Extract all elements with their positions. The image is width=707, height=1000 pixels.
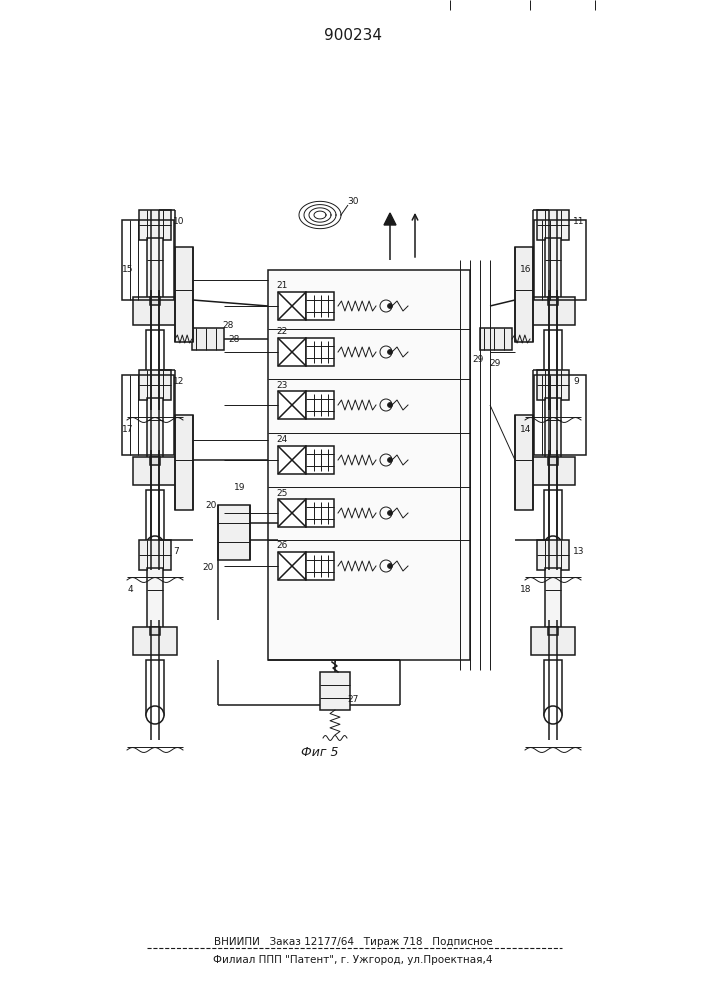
Text: 30: 30 (347, 196, 358, 206)
Bar (534, 220, 586, 300)
Text: 11: 11 (573, 218, 585, 227)
Text: 16: 16 (520, 265, 531, 274)
Bar (192, 328, 224, 350)
Bar (306, 338, 334, 366)
Bar (544, 660, 562, 715)
Text: 9: 9 (573, 377, 579, 386)
Bar (537, 370, 569, 400)
Bar (545, 568, 561, 630)
Bar (147, 238, 163, 300)
Text: ВНИИПИ   Заказ 12177/64   Тираж 718   Подписное: ВНИИПИ Заказ 12177/64 Тираж 718 Подписно… (214, 937, 492, 947)
Circle shape (544, 706, 562, 724)
Text: 14: 14 (520, 426, 531, 434)
Text: 24: 24 (276, 436, 287, 444)
Bar (278, 499, 306, 527)
Bar (133, 297, 177, 325)
Bar (218, 505, 250, 560)
Bar (278, 292, 306, 320)
Bar (278, 446, 306, 474)
Bar (139, 540, 171, 570)
Bar (147, 568, 163, 630)
Bar (306, 391, 334, 419)
Bar (150, 297, 160, 305)
Bar (545, 238, 561, 300)
Text: 12: 12 (173, 377, 185, 386)
Circle shape (146, 536, 164, 554)
Bar (268, 270, 470, 660)
Text: 17: 17 (122, 426, 133, 434)
Bar (139, 370, 171, 400)
Bar (548, 297, 558, 305)
Circle shape (387, 564, 392, 568)
Text: 28: 28 (228, 336, 240, 344)
Bar (548, 627, 558, 635)
Text: 29: 29 (489, 359, 501, 367)
Bar (278, 552, 306, 580)
Bar (175, 247, 193, 342)
Bar (531, 627, 575, 655)
Text: 27: 27 (347, 696, 358, 704)
Bar (147, 398, 163, 460)
Bar (306, 552, 334, 580)
Text: 10: 10 (173, 218, 185, 227)
Bar (537, 210, 569, 240)
Bar (537, 540, 569, 570)
Circle shape (387, 458, 392, 462)
Bar (146, 330, 164, 385)
Bar (480, 328, 512, 350)
Bar (306, 292, 334, 320)
Text: 28: 28 (222, 320, 234, 330)
Bar (146, 660, 164, 715)
Bar (534, 375, 586, 455)
Bar (175, 415, 193, 510)
Text: 26: 26 (276, 542, 287, 550)
Bar (545, 398, 561, 460)
Text: 4: 4 (127, 585, 133, 594)
Bar (278, 338, 306, 366)
Circle shape (387, 510, 392, 516)
Text: 20: 20 (205, 500, 216, 510)
Bar (544, 330, 562, 385)
Bar (150, 457, 160, 465)
Bar (122, 375, 174, 455)
Bar (139, 210, 171, 240)
Bar (531, 297, 575, 325)
Text: 15: 15 (122, 265, 133, 274)
Text: 20: 20 (203, 564, 214, 572)
Bar (133, 457, 177, 485)
Text: Фиг 5: Фиг 5 (301, 746, 339, 758)
Text: 22: 22 (276, 328, 287, 336)
Text: 18: 18 (520, 585, 531, 594)
Bar (515, 415, 533, 510)
Bar (306, 499, 334, 527)
Polygon shape (384, 213, 396, 225)
Bar (150, 627, 160, 635)
Bar (133, 627, 177, 655)
Text: 7: 7 (173, 548, 179, 556)
Bar (531, 457, 575, 485)
Text: 900234: 900234 (324, 27, 382, 42)
Circle shape (387, 304, 392, 308)
Text: 29: 29 (472, 356, 484, 364)
Bar (278, 391, 306, 419)
Text: 19: 19 (234, 483, 246, 491)
Bar (544, 490, 562, 545)
Bar (548, 457, 558, 465)
Bar (320, 672, 350, 710)
Bar (146, 490, 164, 545)
Text: 23: 23 (276, 380, 287, 389)
Text: 13: 13 (573, 548, 585, 556)
Text: 21: 21 (276, 282, 287, 290)
Bar (515, 247, 533, 342)
Text: Филиал ППП "Патент", г. Ужгород, ул.Проектная,4: Филиал ППП "Патент", г. Ужгород, ул.Прое… (214, 955, 493, 965)
Circle shape (544, 536, 562, 554)
Circle shape (387, 402, 392, 408)
Bar (122, 220, 174, 300)
Circle shape (544, 376, 562, 394)
Bar (306, 446, 334, 474)
Circle shape (146, 376, 164, 394)
Circle shape (387, 350, 392, 355)
Circle shape (146, 706, 164, 724)
Text: 25: 25 (276, 488, 287, 497)
